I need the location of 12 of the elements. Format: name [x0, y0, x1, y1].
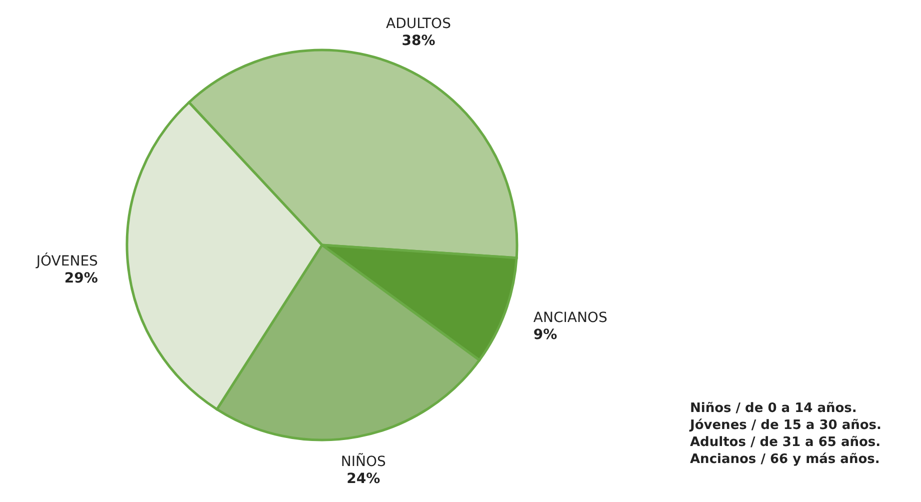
text: Niños / de 0 a 14 años.	[690, 401, 857, 416]
slice-label: NIÑOS	[340, 453, 386, 470]
slice-label: ANCIANOS	[533, 310, 608, 326]
data-label: 9%	[533, 326, 558, 343]
data-label: 38%	[402, 32, 436, 49]
data-label: 29%	[64, 270, 98, 286]
text: Adultos / de 31 a 65 años.	[690, 435, 881, 450]
text: Jóvenes / de 15 a 30 años.	[689, 418, 882, 433]
data-label: 24%	[346, 471, 380, 488]
slice-label: JÓVENES	[35, 252, 98, 270]
slice-label: ADULTOS	[386, 16, 452, 32]
text: Ancianos / 66 y más años.	[690, 452, 880, 467]
